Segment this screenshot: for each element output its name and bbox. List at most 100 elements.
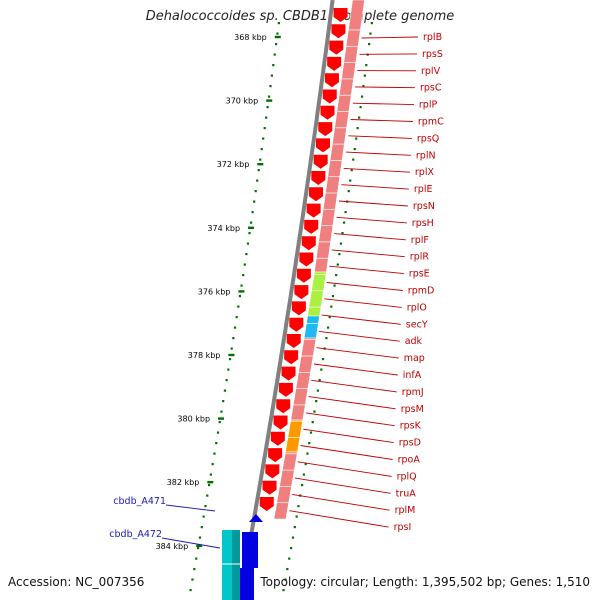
gene-arrow[interactable] <box>327 56 342 71</box>
inner-tick-dot <box>269 85 272 88</box>
gene-label[interactable]: rpsK <box>400 421 422 432</box>
gene-label[interactable]: rpsM <box>401 404 424 415</box>
inner-tick-dot <box>230 347 233 350</box>
gene-arrow[interactable] <box>289 317 304 332</box>
gene-label[interactable]: rplP <box>419 100 438 111</box>
inner-tick-dot <box>222 400 225 403</box>
gene-arrow-blue[interactable] <box>238 568 254 600</box>
gene-label[interactable]: rplE <box>414 184 433 195</box>
gene-label[interactable]: adk <box>405 336 423 347</box>
gene-arrow[interactable] <box>294 285 309 300</box>
cog-track-segment <box>303 315 320 339</box>
gene-arrow[interactable] <box>262 480 277 495</box>
inner-tick-dot <box>211 463 214 466</box>
gene-label[interactable]: rpsS <box>422 49 443 60</box>
gene-arrow[interactable] <box>296 268 311 283</box>
gene-arrow[interactable] <box>318 122 333 137</box>
gene-label[interactable]: rpoA <box>398 455 421 466</box>
gene-label[interactable]: rplR <box>410 252 430 263</box>
gene-label[interactable]: rpsN <box>413 201 435 212</box>
gene-arrow[interactable] <box>320 105 335 120</box>
gene-label[interactable]: rpsC <box>420 83 442 94</box>
gene-arrow[interactable] <box>304 219 319 234</box>
gene-arrow[interactable] <box>270 431 285 446</box>
gene-label[interactable]: truA <box>396 488 417 499</box>
gene-arrow[interactable] <box>259 497 274 511</box>
gene-arrow-blue[interactable] <box>242 532 258 568</box>
gene-arrow[interactable] <box>315 138 330 153</box>
gene-label[interactable]: rplQ <box>397 471 417 482</box>
gene-arrow[interactable] <box>281 366 296 381</box>
scale-tick-mark <box>196 544 203 547</box>
gene-label[interactable]: secY <box>406 319 428 330</box>
gene-arrow[interactable] <box>276 399 291 414</box>
gene-label[interactable]: rplV <box>421 66 441 77</box>
scale-tick-mark <box>218 417 225 420</box>
inner-tick-dot <box>216 431 220 434</box>
gene-label-connector <box>311 379 397 393</box>
inner-tick-dot <box>274 43 278 46</box>
outer-tick-dot <box>359 106 362 109</box>
gene-arrow[interactable] <box>299 252 314 267</box>
gene-arrow[interactable] <box>322 89 337 104</box>
outer-tick-dot <box>284 578 287 581</box>
cog-track-segment <box>273 451 298 520</box>
gene-arrow[interactable] <box>311 171 326 185</box>
gene-label[interactable]: rpsD <box>399 438 421 449</box>
gene-label-connector <box>343 167 410 173</box>
gene-label[interactable]: infA <box>403 370 422 381</box>
gene-arrow[interactable] <box>268 448 283 463</box>
outer-gene-label[interactable]: cbdb_A471 <box>113 496 166 507</box>
gene-arrow[interactable] <box>291 301 306 316</box>
gene-label[interactable]: rplN <box>416 150 436 161</box>
gene-arrow[interactable] <box>286 334 301 348</box>
gene-arrow[interactable] <box>313 154 328 169</box>
inner-tick-dot <box>196 547 200 550</box>
inner-tick-dot <box>195 557 198 560</box>
inner-tick-dot <box>257 169 260 172</box>
gene-label[interactable]: rpmJ <box>402 387 424 398</box>
inner-tick-dot <box>207 484 211 487</box>
inner-tick-dot <box>228 358 232 361</box>
gene-label[interactable]: rpsH <box>412 218 434 229</box>
gene-arrow-blue[interactable] <box>249 514 263 522</box>
gene-label[interactable]: rpsQ <box>417 133 439 144</box>
gene-arrow[interactable] <box>273 415 288 430</box>
scale-tick-label: 370 kbp <box>226 97 259 106</box>
gene-arrow[interactable] <box>308 187 323 202</box>
gene-label[interactable]: rplB <box>423 32 442 43</box>
gene-arrow[interactable] <box>284 350 299 365</box>
gene-label[interactable]: rplX <box>415 167 435 178</box>
inner-tick-dot <box>249 221 253 224</box>
inner-tick-dot <box>202 515 205 518</box>
gene-arrow[interactable] <box>333 8 348 22</box>
gene-label[interactable]: rpmC <box>418 117 444 128</box>
outer-tick-dot <box>315 400 318 403</box>
outer-tick-dot <box>338 253 341 256</box>
inner-tick-dot <box>198 536 202 539</box>
gene-label-connector <box>361 36 419 39</box>
gene-label[interactable]: rplO <box>407 302 427 313</box>
gene-label-connector <box>294 477 391 494</box>
gene-label[interactable]: rpsI <box>394 522 412 533</box>
gene-label[interactable]: rplF <box>411 235 429 246</box>
gene-label[interactable]: rpmD <box>408 286 435 297</box>
gene-label[interactable]: map <box>404 353 425 364</box>
gene-arrow[interactable] <box>278 382 293 397</box>
gene-label-connector <box>336 216 407 224</box>
inner-tick-dot <box>218 421 221 424</box>
inner-tick-dot <box>232 337 235 340</box>
gene-arrow[interactable] <box>329 40 344 55</box>
gene-label-connector <box>326 282 403 291</box>
outer-tick-dot <box>302 473 305 476</box>
gene-label[interactable]: rpsE <box>409 269 430 280</box>
gene-arrow[interactable] <box>301 236 316 251</box>
gene-arrow[interactable] <box>324 73 339 88</box>
outer-tick-dot <box>333 284 336 287</box>
outer-gene-label[interactable]: cbdb_A472 <box>109 529 162 540</box>
gene-arrow[interactable] <box>265 464 280 479</box>
gene-arrow[interactable] <box>306 203 321 218</box>
gene-label[interactable]: rplM <box>395 505 416 516</box>
gene-arrow[interactable] <box>331 24 346 39</box>
